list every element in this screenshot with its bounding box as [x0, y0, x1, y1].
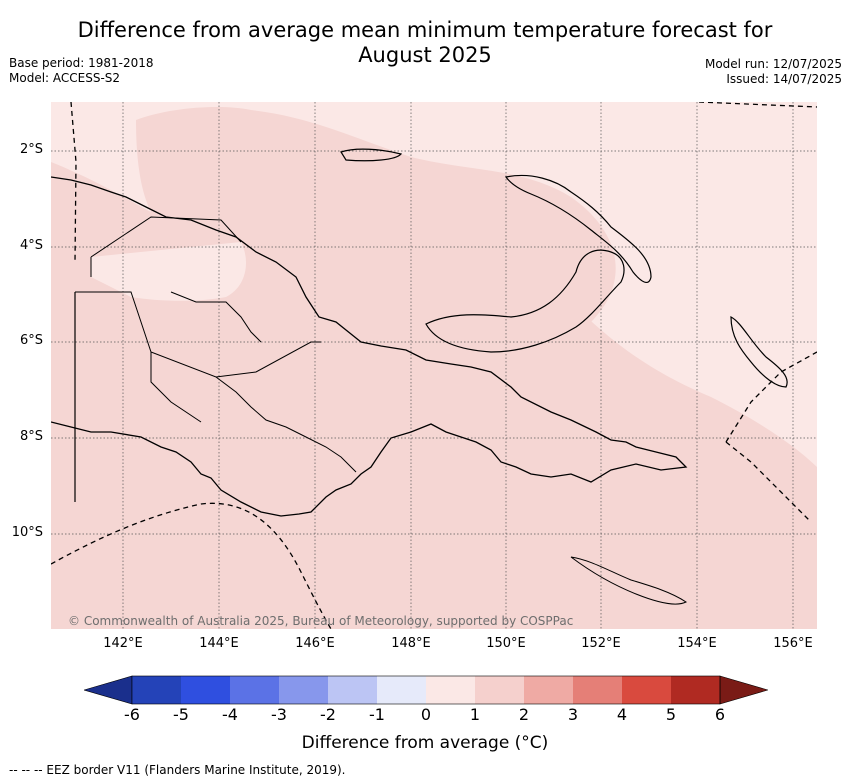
colorbar-bin-4: [279, 676, 328, 704]
bougainville-island: [730, 316, 788, 388]
east-tip-islands: [570, 556, 687, 605]
colorbar-bin-11: [622, 676, 671, 704]
colorbar-bin-2: [181, 676, 230, 704]
lon-label-144e: 144°E: [199, 636, 239, 651]
lat-label-2s: 2°S: [19, 142, 43, 157]
meta-right: Model run: 12/07/2025 Issued: 14/07/2025: [705, 57, 842, 87]
colorbar-bin-6: [377, 676, 426, 704]
colorbar-tick: -3: [271, 705, 287, 724]
colorbar-bin-9: [524, 676, 573, 704]
new-britain-island: [425, 249, 625, 353]
eez-border-north: [70, 102, 77, 263]
colorbar-tick: 5: [665, 705, 677, 724]
lat-label-8s: 8°S: [19, 429, 43, 444]
lon-label-148e: 148°E: [391, 636, 431, 651]
chart-title: Difference from average mean minimum tem…: [0, 18, 850, 68]
colorbar-tick: 0: [420, 705, 432, 724]
eez-footnote: -- -- -- EEZ border V11 (Flanders Marine…: [9, 763, 346, 777]
light-anomaly-region-west: [91, 242, 246, 301]
lat-label-6s: 6°S: [19, 333, 43, 348]
model-run: Model run: 12/07/2025: [704, 57, 842, 71]
meta-left: Base period: 1981-2018 Model: ACCESS-S2: [9, 56, 154, 86]
lon-label-152e: 152°E: [581, 636, 621, 651]
colorbar-tick: 6: [714, 705, 726, 724]
new-ireland-island: [504, 174, 652, 284]
new-guinea-coastline: [51, 176, 688, 517]
lon-label-146e: 146°E: [295, 636, 335, 651]
colorbar-bin-7: [426, 676, 475, 704]
lon-label-154e: 154°E: [677, 636, 717, 651]
lon-label-156e: 156°E: [773, 636, 813, 651]
lat-label-4s: 4°S: [19, 238, 43, 253]
colorbar-tick: -6: [124, 705, 140, 724]
map-panel: [51, 102, 817, 629]
copyright-notice: © Commonwealth of Australia 2025, Bureau…: [68, 614, 574, 628]
lat-label-10s: 10°S: [11, 525, 43, 540]
medium-anomaly-region-core: [136, 107, 616, 338]
colorbar-label: Difference from average (°C): [301, 733, 549, 753]
colorbar-tick: -1: [369, 705, 385, 724]
colorbar-tick: -2: [320, 705, 336, 724]
colorbar-tick: 3: [567, 705, 579, 724]
northwest-province-borders: [75, 291, 357, 473]
colorbar-tick: -4: [222, 705, 238, 724]
colorbar-bin-1: [132, 676, 181, 704]
colorbar-tick: -5: [173, 705, 189, 724]
base-period: Base period: 1981-2018: [9, 56, 154, 70]
graticule: [51, 102, 817, 629]
colorbar: [84, 675, 768, 705]
model-name: Model: ACCESS-S2: [9, 71, 121, 85]
light-anomaly-region-north: [51, 102, 817, 467]
colorbar-bin-10: [573, 676, 622, 704]
title-line-1: Difference from average mean minimum tem…: [77, 18, 773, 42]
colorbar-tick: 1: [469, 705, 481, 724]
colorbar-extend-low: [84, 675, 133, 705]
west-coast-borders: [90, 216, 242, 277]
manus-island: [340, 148, 403, 162]
lon-label-142e: 142°E: [103, 636, 143, 651]
colorbar-tick: 2: [518, 705, 530, 724]
colorbar-outline: [131, 675, 721, 705]
colorbar-bin-3: [230, 676, 279, 704]
eez-border-south: [51, 502, 332, 629]
map-svg: [51, 102, 817, 629]
issued-date: Issued: 14/07/2025: [726, 72, 842, 86]
eez-border-north-east: [698, 102, 817, 108]
colorbar-tick: 4: [616, 705, 628, 724]
colorbar-bin-5: [328, 676, 377, 704]
colorbar-bin-8: [475, 676, 524, 704]
title-line-2: August 2025: [358, 43, 492, 67]
colorbar-bin-12: [671, 676, 720, 704]
lon-label-150e: 150°E: [486, 636, 526, 651]
colorbar-extend-high: [719, 675, 768, 705]
eez-border-south-east: [725, 351, 817, 443]
